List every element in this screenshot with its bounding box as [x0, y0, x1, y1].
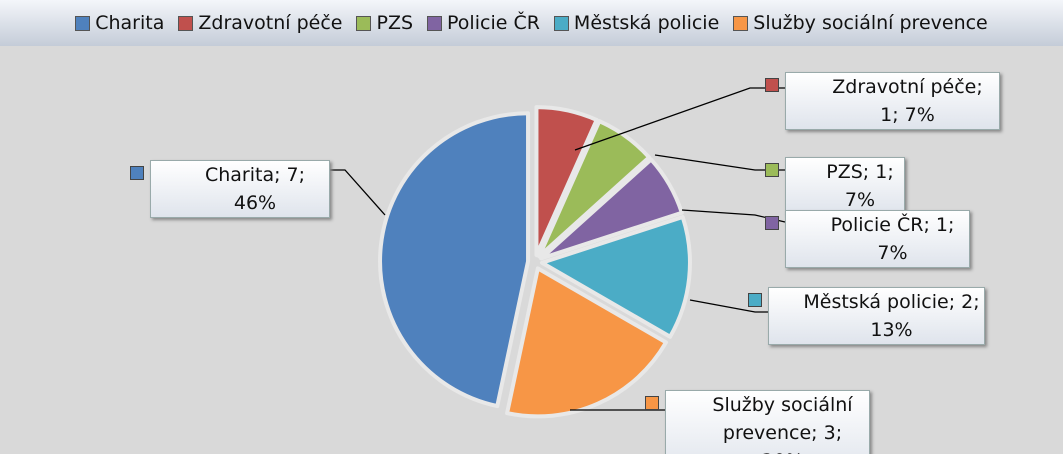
- legend-swatch: [427, 15, 443, 31]
- pie-slice: [539, 214, 692, 339]
- legend-item: Policie ČR: [427, 12, 540, 34]
- legend: Charita Zdravotní péče PZS Policie ČR Městsk…: [0, 0, 1063, 46]
- legend-label: Charita: [95, 12, 165, 34]
- data-label: Městská policie; 2; 13%: [768, 287, 985, 345]
- data-label: Služby sociální prevence; 3; 20%: [665, 390, 870, 454]
- leader-line: [689, 299, 768, 313]
- legend-item: PZS: [356, 12, 413, 34]
- data-label: Policie ČR; 1; 7%: [785, 210, 970, 268]
- legend-item: Služby sociální prevence: [733, 12, 988, 34]
- legend-label: Městská policie: [573, 12, 720, 34]
- label-swatch: [765, 163, 779, 177]
- pie-slice: [539, 157, 684, 261]
- label-swatch: [748, 293, 762, 307]
- legend-swatch: [356, 15, 372, 31]
- label-swatch: [130, 166, 144, 180]
- pie-slice: [505, 266, 669, 419]
- legend-item: Městská policie: [553, 12, 720, 34]
- legend-swatch: [553, 15, 569, 31]
- legend-label: Služby sociální prevence: [753, 12, 988, 34]
- label-swatch: [765, 216, 779, 230]
- legend-label: PZS: [376, 12, 414, 34]
- legend-label: Zdravotní péče: [198, 12, 343, 34]
- data-label: Zdravotní péče; 1; 7%: [785, 72, 1000, 130]
- label-swatch: [645, 396, 659, 410]
- label-swatch: [765, 78, 779, 92]
- pie-slice: [534, 105, 599, 258]
- legend-item: Charita: [75, 12, 164, 34]
- legend-swatch: [733, 15, 749, 31]
- legend-label: Policie ČR: [447, 12, 540, 34]
- data-label: Charita; 7; 46%: [150, 160, 330, 218]
- pie-slice: [378, 111, 531, 409]
- leader-line: [330, 169, 386, 216]
- legend-item: Zdravotní péče: [178, 12, 342, 34]
- data-label: PZS; 1; 7%: [785, 157, 905, 215]
- pie-slice: [537, 119, 652, 259]
- legend-swatch: [178, 15, 194, 31]
- legend-swatch: [75, 15, 91, 31]
